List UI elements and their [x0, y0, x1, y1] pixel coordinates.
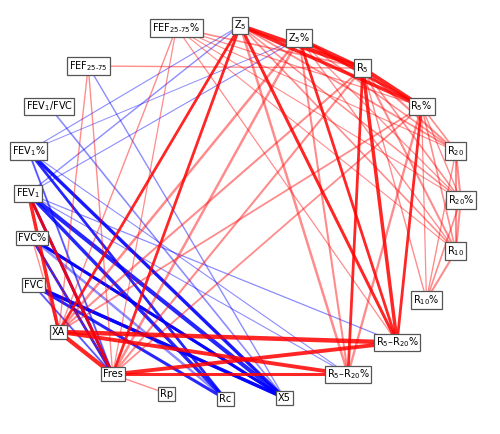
Text: R$_5$–R$_{20}$%: R$_5$–R$_{20}$% — [376, 335, 418, 349]
Text: Z$_5$: Z$_5$ — [234, 19, 246, 33]
Text: Z$_5$%: Z$_5$% — [288, 31, 310, 45]
Text: FEF$_{25\text{-}75}$%: FEF$_{25\text{-}75}$% — [152, 21, 200, 35]
Text: FEV$_1$/FVC: FEV$_1$/FVC — [26, 99, 72, 113]
Text: FVC: FVC — [24, 280, 43, 290]
Text: R$_{20}$: R$_{20}$ — [448, 144, 464, 158]
Text: Rp: Rp — [160, 388, 173, 398]
Text: XA: XA — [52, 327, 66, 337]
Text: FVC%: FVC% — [18, 233, 46, 243]
Text: R$_{10}$%: R$_{10}$% — [413, 293, 440, 307]
Text: FEV$_1$%: FEV$_1$% — [12, 144, 46, 158]
Text: R$_{10}$: R$_{10}$ — [448, 244, 464, 258]
Text: X5: X5 — [278, 393, 291, 403]
Text: R$_5$%: R$_5$% — [410, 99, 432, 113]
Text: R$_5$: R$_5$ — [356, 61, 369, 75]
Text: R$_{20}$%: R$_{20}$% — [448, 193, 474, 207]
Text: R$_5$–R$_{20}$%: R$_5$–R$_{20}$% — [326, 368, 370, 381]
Text: FEV$_1$: FEV$_1$ — [16, 187, 40, 201]
Text: FEF$_{25\text{-}75}$: FEF$_{25\text{-}75}$ — [69, 59, 108, 73]
Text: Fres: Fres — [103, 369, 122, 379]
Text: Rc: Rc — [220, 394, 232, 404]
